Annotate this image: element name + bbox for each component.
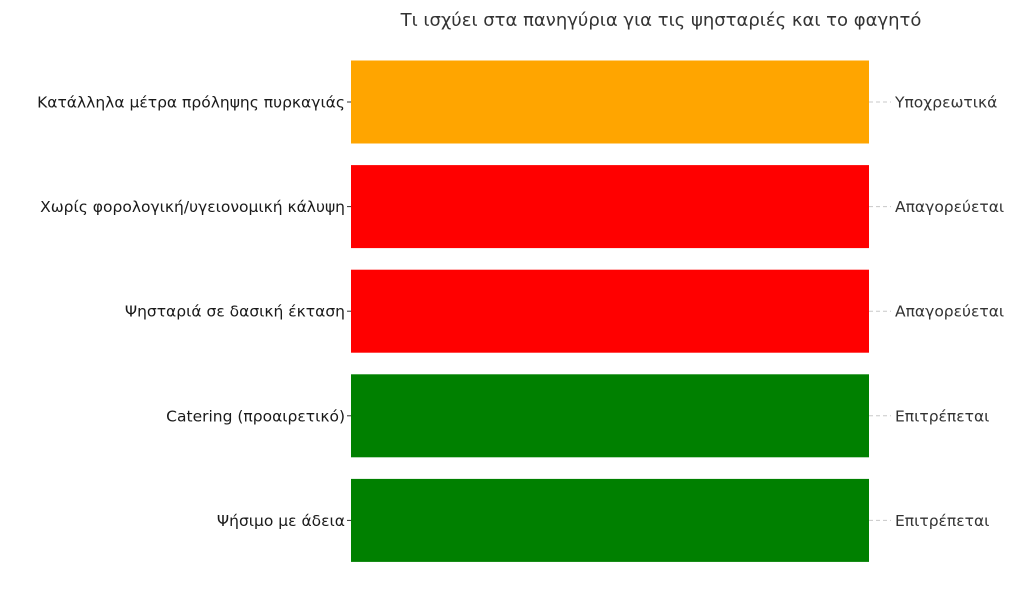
bar [351,60,869,144]
category-label: Κατάλληλα μέτρα πρόληψης πυρκαγιάς [37,94,345,112]
bar [351,165,869,249]
status-label: Απαγορεύεται [895,303,1004,321]
category-label: Catering (προαιρετικό) [166,407,345,425]
bar [351,478,869,562]
bar [351,269,869,353]
category-label: Χωρίς φορολογική/υγειονομική κάλυψη [40,198,345,216]
status-label: Επιτρέπεται [895,512,989,530]
status-label: Απαγορεύεται [895,198,1004,216]
category-label: Ψησταριά σε δασική έκταση [125,303,345,321]
plot-area: Κατάλληλα μέτρα πρόληψης πυρκαγιάς Υποχρε… [37,60,1004,562]
status-label: Επιτρέπεται [895,407,989,425]
category-label: Ψήσιμο με άδεια [217,512,345,530]
chart-title: Τι ισχύει στα πανηγύρια για τις ψησταριέ… [400,10,922,31]
status-label: Υποχρεωτικά [894,94,997,112]
bar [351,374,869,458]
